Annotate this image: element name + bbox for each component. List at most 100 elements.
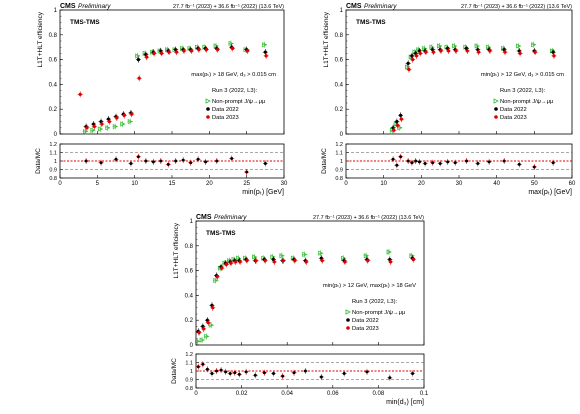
mc-point <box>105 125 111 131</box>
ratio-point <box>204 160 208 164</box>
ratio-point <box>395 163 399 167</box>
ratio-point <box>244 370 248 374</box>
data2023-point <box>245 259 249 263</box>
ratio-y-tick-label: 1.1 <box>49 151 57 157</box>
ratio-point <box>196 157 200 161</box>
ratio-y-tick-label: 1 <box>190 369 193 375</box>
data2023-point <box>122 113 126 117</box>
x-tick-label: 5 <box>96 181 100 187</box>
data2023-point <box>130 112 134 116</box>
x-tick-label: 0 <box>58 181 62 187</box>
mc-point <box>270 254 276 260</box>
data2023-point <box>202 327 206 331</box>
ratio-point <box>237 372 241 376</box>
x-tick-label: 30 <box>281 181 288 187</box>
legend-marker-data2023 <box>346 326 350 330</box>
mc-point <box>204 333 210 339</box>
data2022-point <box>136 58 140 62</box>
ratio-point <box>423 162 427 166</box>
data2023-point <box>115 116 119 120</box>
legend-entry: Non-prompt J/ψ→μμ <box>352 310 405 316</box>
ratio-point <box>365 370 369 374</box>
x-tick-label: 0.02 <box>236 391 248 397</box>
ratio-y-axis-title: Data/MC <box>35 148 42 174</box>
ratio-point <box>342 372 346 376</box>
data2023-point <box>211 306 215 310</box>
y-tick-label: 0.6 <box>335 58 344 64</box>
data2023-point <box>503 50 507 54</box>
y-tick-label: 0.8 <box>185 244 194 250</box>
mc-point <box>405 64 411 70</box>
ratio-point <box>262 371 266 375</box>
data2023-point <box>293 259 297 263</box>
legend-entry: Data 2023 <box>500 115 527 121</box>
y-axis-title: L1T+HLT efficiency <box>37 11 44 67</box>
y-tick-label: 0.8 <box>335 33 344 39</box>
ratio-point <box>253 373 257 377</box>
mc-point <box>389 127 396 133</box>
ratio-y-tick-label: 0.8 <box>185 386 193 392</box>
data2023-point <box>197 331 201 335</box>
ratio-y-tick-label: 1 <box>340 159 343 165</box>
mc-point <box>474 43 480 49</box>
y-tick-label: 0.2 <box>49 107 58 113</box>
y-tick-label: 0 <box>340 132 344 138</box>
data2023-point <box>145 55 149 59</box>
mc-point <box>302 251 308 258</box>
mc-point <box>112 123 118 130</box>
y-tick-label: 1 <box>190 219 194 225</box>
y-tick-label: 1 <box>340 8 344 14</box>
ratio-point <box>414 159 418 163</box>
data2023-point <box>263 259 267 263</box>
x-tick-label: 10 <box>131 181 138 187</box>
ratio-point <box>438 162 442 166</box>
data2023-point <box>216 48 220 52</box>
selection-label: min(pₜ) > 12 GeV, max(pₜ) > 18 GeV <box>323 283 416 289</box>
data2023-point <box>418 51 422 56</box>
data2023-point <box>107 120 111 124</box>
data2023-point <box>189 49 194 53</box>
ratio-point <box>181 158 185 162</box>
ratio-point <box>166 162 170 166</box>
mc-point <box>90 127 96 133</box>
data2023-point <box>78 92 82 96</box>
selection-label: max(pₜ) > 18 GeV, d₃ > 0.015 cm <box>191 72 276 78</box>
ratio-point <box>159 159 163 163</box>
ratio-y-tick-label: 1.1 <box>185 361 193 367</box>
mc-point <box>386 249 392 255</box>
mc-point <box>279 253 285 259</box>
data2023-point <box>92 124 96 129</box>
data2023-point <box>343 260 347 264</box>
data2023-point <box>552 54 556 58</box>
x-tick-label: 30 <box>456 181 463 187</box>
x-tick-label: 0.1 <box>420 391 429 397</box>
y-axis-title: L1T+HLT efficiency <box>173 222 180 278</box>
data2023-point <box>230 46 235 51</box>
mc-point <box>228 40 234 47</box>
data2023-point <box>477 50 481 54</box>
legend-entry: Non-prompt J/ψ→μμ <box>212 99 265 105</box>
mc-point <box>485 44 492 50</box>
data2023-point <box>454 49 458 53</box>
category-label: TMS-TMS <box>206 230 236 237</box>
y-tick-label: 0.4 <box>185 293 194 299</box>
data2023-point <box>407 67 411 72</box>
ratio-point <box>151 160 155 164</box>
x-tick-label: 0 <box>194 391 198 397</box>
mc-point <box>213 277 219 284</box>
ratio-point <box>201 362 205 366</box>
ratio-point <box>230 156 234 160</box>
ratio-point <box>281 374 285 378</box>
x-tick-label: 0.08 <box>373 391 385 397</box>
mc-point <box>135 53 141 59</box>
x-tick-label: 20 <box>206 181 213 187</box>
ratio-point <box>453 161 457 165</box>
data2023-point <box>518 51 522 56</box>
ratio-y-tick-label: 1.1 <box>335 151 343 157</box>
mc-point <box>341 255 347 261</box>
ratio-point <box>219 368 223 372</box>
data2023-point <box>254 259 258 263</box>
ratio-point <box>210 372 214 376</box>
data2023-point <box>304 260 308 264</box>
